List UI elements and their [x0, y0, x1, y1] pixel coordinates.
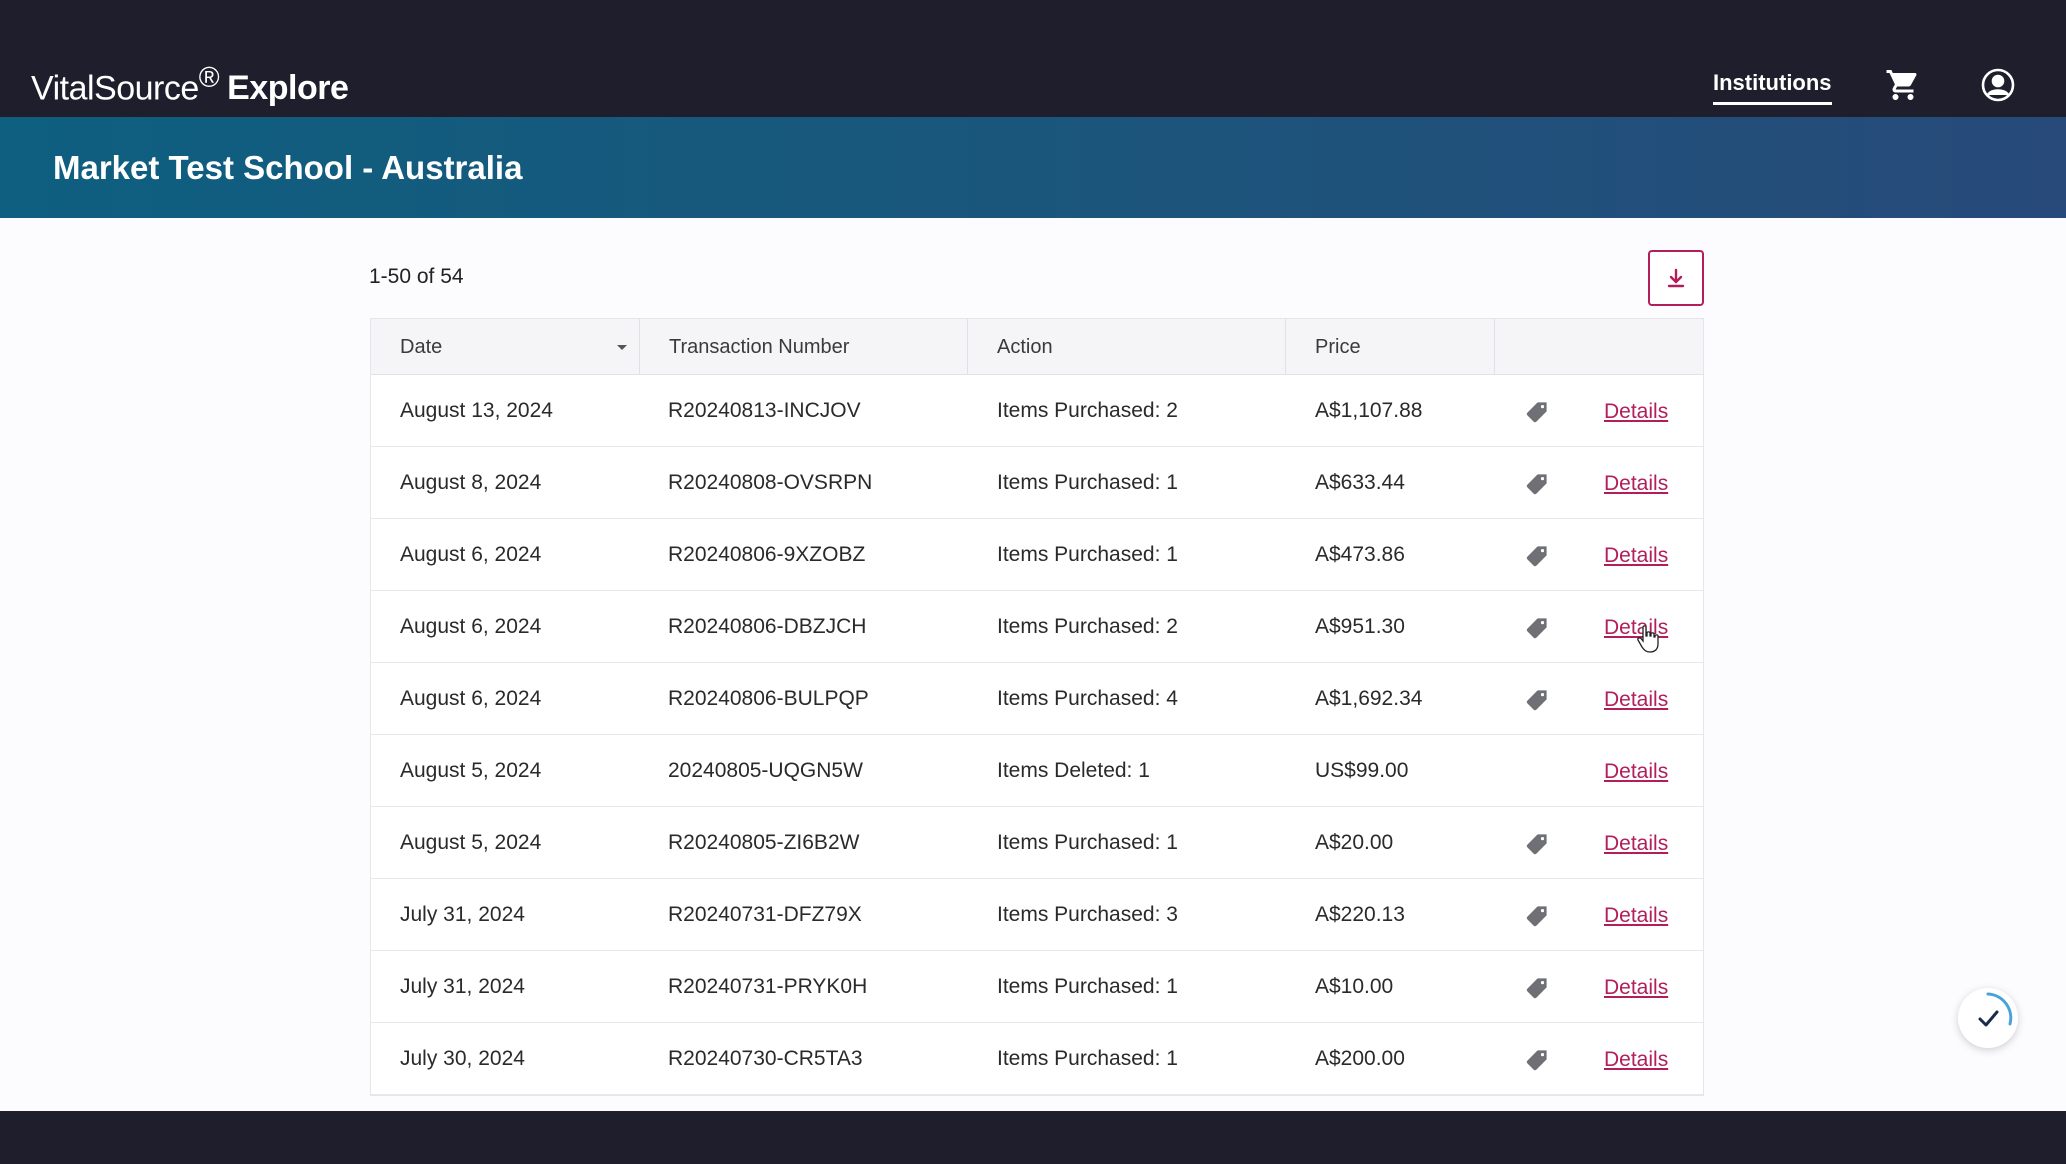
cell-action: Items Purchased: 1: [997, 1047, 1178, 1070]
cell-transaction-number: R20240806-9XZOBZ: [668, 543, 866, 566]
column-header-transaction-number: Transaction Number: [639, 319, 967, 375]
shopping-cart-icon: [1886, 70, 1917, 100]
details-link[interactable]: Details: [1604, 904, 1669, 927]
table-row: July 30, 2024 R20240730-CR5TA3 Items Purch…: [371, 1023, 1703, 1095]
cell-price: A$220.13: [1315, 903, 1405, 926]
cell-date: August 8, 2024: [400, 471, 542, 494]
cell-transaction-number: 20240805-UQGN5W: [668, 759, 863, 782]
details-link[interactable]: Details: [1604, 688, 1669, 711]
details-link[interactable]: Details: [1604, 832, 1669, 855]
cell-action: Items Purchased: 4: [997, 687, 1178, 710]
cell-date: August 6, 2024: [400, 615, 542, 638]
cell-transaction-number: R20240813-INCJOV: [668, 399, 861, 422]
cell-transaction-number: R20240808-OVSRPN: [668, 471, 873, 494]
details-link[interactable]: Details: [1604, 1048, 1669, 1071]
logo-brand: VitalSource: [31, 69, 199, 108]
main-content: 1-50 of 54 Date Transaction Number Actio…: [0, 218, 2066, 1111]
bottom-bar: [0, 1111, 2066, 1164]
cell-price: A$473.86: [1315, 543, 1405, 566]
cell-date: July 31, 2024: [400, 903, 525, 926]
table-row: August 5, 2024 20240805-UQGN5W Items Delet…: [371, 735, 1703, 807]
cell-action: Items Purchased: 1: [997, 831, 1178, 854]
cart-button[interactable]: [1885, 67, 1921, 103]
table-row: August 6, 2024 R20240806-9XZOBZ Items Purc…: [371, 519, 1703, 591]
sort-desc-icon[interactable]: [617, 345, 627, 350]
price-tag-icon: [1526, 978, 1547, 999]
price-tag-icon: [1526, 618, 1547, 639]
cell-date: August 6, 2024: [400, 543, 542, 566]
column-header-price: Price: [1285, 319, 1494, 375]
details-link[interactable]: Details: [1604, 544, 1669, 567]
download-icon: [1667, 268, 1685, 288]
check-icon: [1978, 992, 2013, 1027]
institution-banner: Market Test School - Australia: [0, 117, 2066, 218]
cell-date: August 5, 2024: [400, 759, 542, 782]
logo-registered-mark: ®: [198, 62, 220, 94]
status-indicator-button[interactable]: [1958, 988, 2018, 1048]
cell-transaction-number: R20240806-DBZJCH: [668, 615, 867, 638]
cell-action: Items Deleted: 1: [997, 759, 1150, 782]
cell-price: A$951.30: [1315, 615, 1405, 638]
cell-price: A$10.00: [1315, 975, 1394, 998]
cell-action: Items Purchased: 1: [997, 543, 1178, 566]
column-header-action: Action: [967, 319, 1285, 375]
page-title: Market Test School - Australia: [53, 149, 523, 186]
table-row: August 6, 2024 R20240806-BULPQP Items Purc…: [371, 663, 1703, 735]
table-row: August 8, 2024 R20240808-OVSRPN Items Purc…: [371, 447, 1703, 519]
details-link[interactable]: Details: [1604, 472, 1669, 495]
transactions-table: Date Transaction Number Action Price Aug…: [370, 318, 1704, 1096]
cell-price: A$200.00: [1315, 1047, 1405, 1070]
cell-action: Items Purchased: 3: [997, 903, 1178, 926]
details-link[interactable]: Details: [1604, 400, 1669, 423]
column-header-date[interactable]: Date: [371, 319, 639, 375]
cell-transaction-number: R20240806-BULPQP: [668, 687, 869, 710]
cell-transaction-number: R20240731-PRYK0H: [668, 975, 868, 998]
cell-date: August 13, 2024: [400, 399, 553, 422]
details-link[interactable]: Details: [1604, 760, 1669, 783]
table-body: August 13, 2024 R20240813-INCJOV Items Pur…: [371, 375, 1703, 1095]
cell-date: July 30, 2024: [400, 1047, 525, 1070]
cell-price: A$633.44: [1315, 471, 1405, 494]
mouse-pointer-icon: [1637, 625, 1659, 653]
cell-price: US$99.00: [1315, 759, 1409, 782]
cell-date: August 6, 2024: [400, 687, 542, 710]
cell-transaction-number: R20240730-CR5TA3: [668, 1047, 863, 1070]
logo-product: Explore: [227, 69, 349, 108]
price-tag-icon: [1526, 690, 1547, 711]
table-row: August 13, 2024 R20240813-INCJOV Items Pur…: [371, 375, 1703, 447]
cell-transaction-number: R20240805-ZI6B2W: [668, 831, 860, 854]
cell-transaction-number: R20240731-DFZ79X: [668, 903, 862, 926]
price-tag-icon: [1526, 546, 1547, 567]
price-tag-icon: [1526, 474, 1547, 495]
table-row: July 31, 2024 R20240731-PRYK0H Items Purch…: [371, 951, 1703, 1023]
cell-action: Items Purchased: 1: [997, 471, 1178, 494]
table-row: August 6, 2024 R20240806-DBZJCH Items Purc…: [371, 591, 1703, 663]
price-tag-icon: [1526, 834, 1547, 855]
cell-action: Items Purchased: 2: [997, 615, 1178, 638]
table-row: July 31, 2024 R20240731-DFZ79X Items Purch…: [371, 879, 1703, 951]
cell-date: August 5, 2024: [400, 831, 542, 854]
account-button[interactable]: [1980, 67, 2016, 103]
top-navbar: VitalSource® Explore Institutions: [0, 0, 2066, 117]
price-tag-icon: [1526, 1050, 1547, 1071]
details-link[interactable]: Details: [1604, 976, 1669, 999]
cell-price: A$20.00: [1315, 831, 1394, 854]
price-tag-icon: [1526, 402, 1547, 423]
user-circle-icon: [1981, 68, 2015, 102]
download-button[interactable]: [1648, 250, 1704, 306]
nav-institutions-link[interactable]: Institutions: [1713, 70, 1832, 105]
cell-action: Items Purchased: 1: [997, 975, 1178, 998]
table-row: August 5, 2024 R20240805-ZI6B2W Items Purc…: [371, 807, 1703, 879]
results-count: 1-50 of 54: [369, 265, 464, 288]
cell-price: A$1,107.88: [1315, 399, 1423, 422]
vitalsource-explore-logo[interactable]: VitalSource® Explore: [31, 62, 349, 108]
cell-action: Items Purchased: 2: [997, 399, 1178, 422]
price-tag-icon: [1526, 906, 1547, 927]
column-header-actions: [1494, 319, 1705, 375]
cell-date: July 31, 2024: [400, 975, 525, 998]
cell-price: A$1,692.34: [1315, 687, 1423, 710]
table-header: Date Transaction Number Action Price: [371, 319, 1703, 375]
